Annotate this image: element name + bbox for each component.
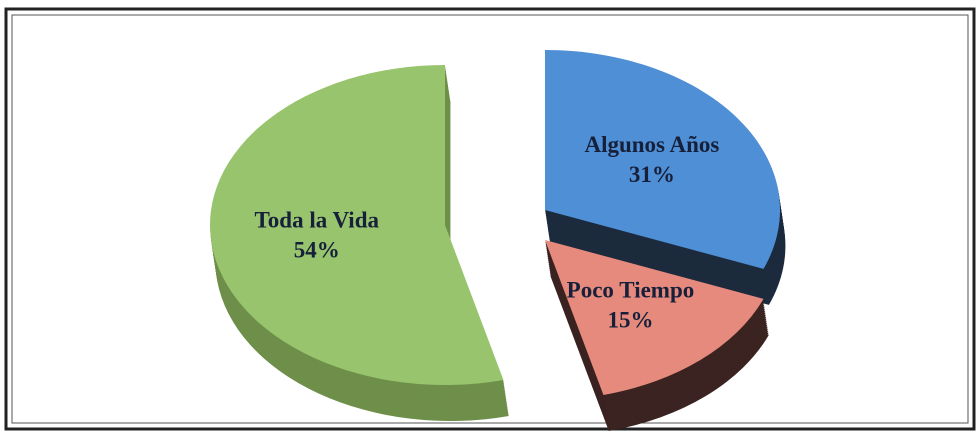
value-label: 31% — [629, 162, 675, 187]
slice — [545, 50, 780, 269]
slice — [545, 240, 764, 395]
slice-label: Poco Tiempo — [567, 277, 695, 302]
slice — [209, 65, 504, 385]
value-label: 54% — [294, 237, 340, 262]
slice-label: Algunos Años — [584, 132, 719, 157]
inner-frame — [11, 14, 969, 424]
slice-label: Toda la Vida — [255, 207, 380, 232]
value-label: 15% — [607, 307, 653, 332]
labels: Algunos Años 31% Poco Tiempo 15% Toda la Vid… — [255, 132, 720, 332]
pie — [209, 50, 786, 431]
